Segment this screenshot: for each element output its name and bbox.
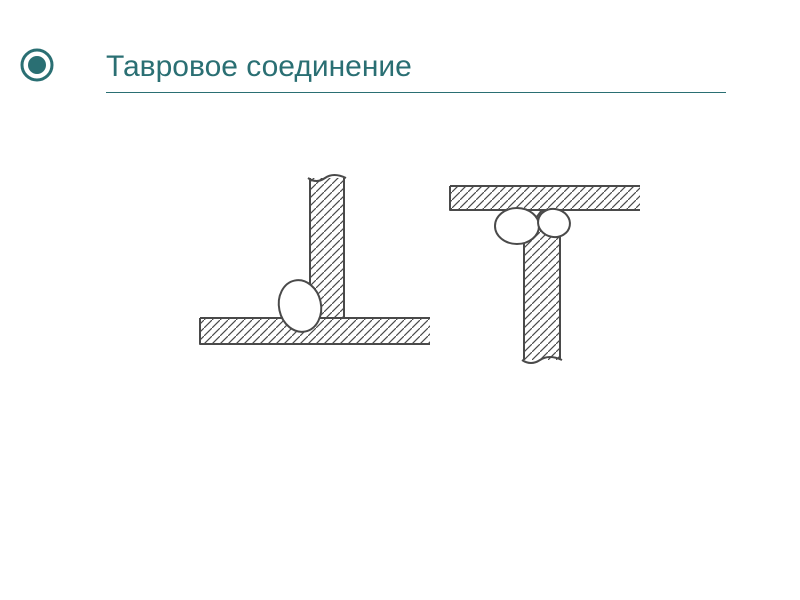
title-underline bbox=[106, 92, 726, 93]
slide-title: Тавровое соединение bbox=[106, 50, 412, 84]
slide: Тавровое соединение bbox=[0, 0, 800, 600]
bullet-ring-icon bbox=[20, 48, 54, 82]
diagram-tee-joint bbox=[140, 168, 660, 428]
